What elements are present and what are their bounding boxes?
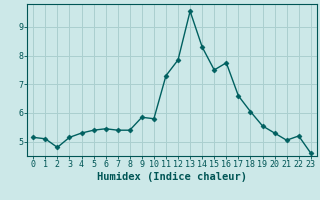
- X-axis label: Humidex (Indice chaleur): Humidex (Indice chaleur): [97, 172, 247, 182]
